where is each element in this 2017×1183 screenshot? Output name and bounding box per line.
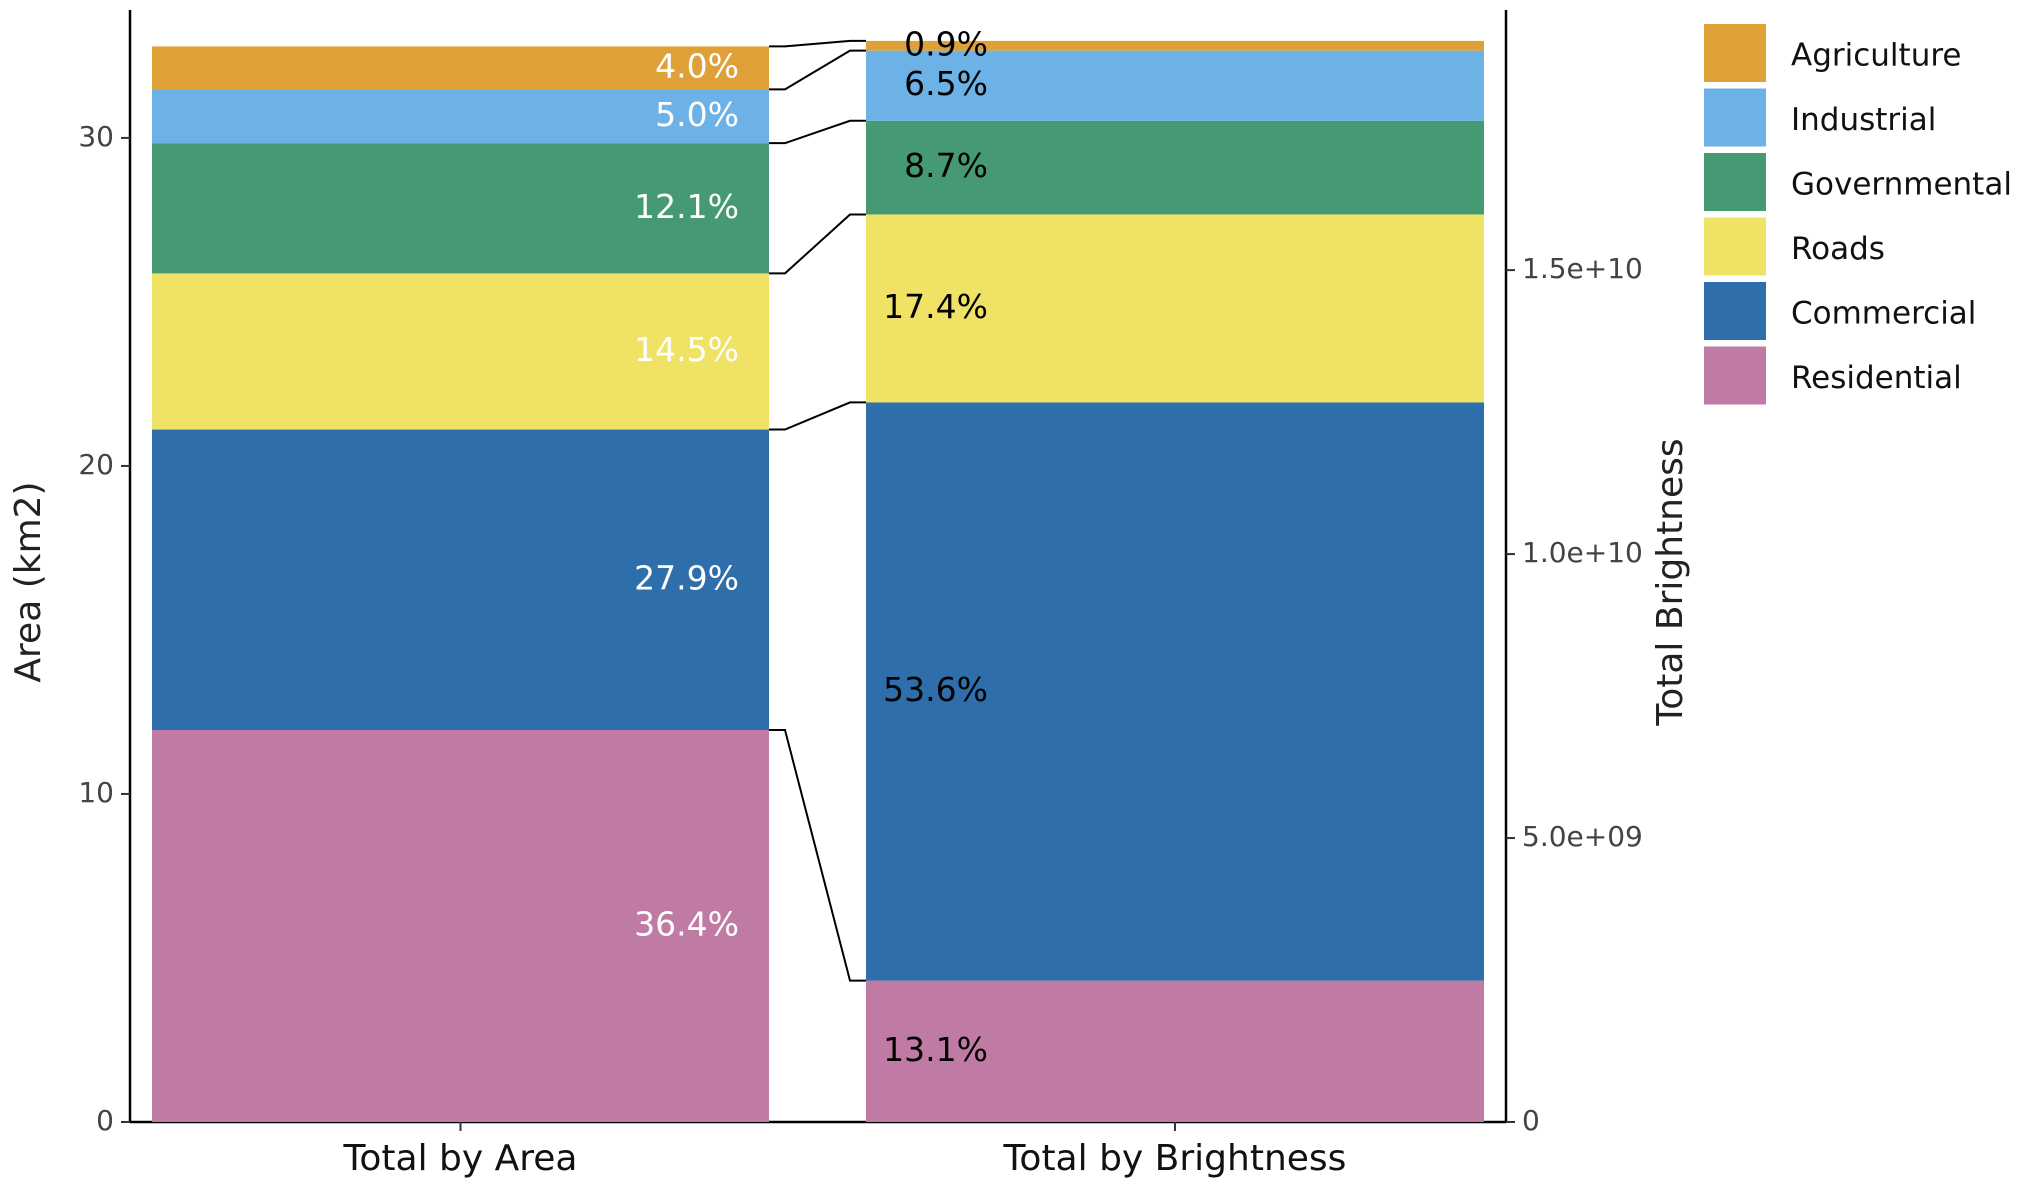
- data-label: 0.9%: [904, 24, 988, 63]
- data-label: 36.4%: [634, 905, 739, 944]
- data-label: 53.6%: [883, 670, 988, 709]
- bar-segment: [152, 46, 769, 90]
- data-label: 4.0%: [655, 46, 739, 85]
- legend-label: Agriculture: [1791, 38, 1962, 74]
- bar-segment: [152, 273, 769, 430]
- legend-label: Roads: [1791, 231, 1885, 267]
- bar-segment: [866, 214, 1484, 403]
- legend-label: Residential: [1791, 360, 1962, 396]
- y2-axis-title: Total Brightness: [1650, 438, 1691, 726]
- connector: [769, 49, 866, 91]
- x-tick-label: Total by Area: [343, 1138, 578, 1179]
- connector: [769, 213, 866, 275]
- connector: [769, 729, 866, 982]
- y2-tick-label: 1.5e+10: [1522, 252, 1643, 285]
- data-label: 12.1%: [634, 187, 739, 226]
- bar-segment: [152, 143, 769, 274]
- bar-segment: [152, 89, 769, 144]
- y-tick-label: 20: [78, 448, 114, 481]
- legend-swatch: [1704, 88, 1766, 147]
- bar-segment: [866, 50, 1484, 121]
- y-axis-title: Area (km2): [8, 481, 49, 682]
- bar-segment: [152, 429, 769, 731]
- bar-segment: [866, 40, 1484, 51]
- legend-label: Industrial: [1791, 102, 1936, 138]
- legend-swatch: [1704, 282, 1766, 340]
- bar-segment: [866, 980, 1484, 1122]
- y-tick-label: 10: [78, 776, 114, 809]
- connector: [769, 39, 866, 48]
- legend-swatch: [1704, 153, 1766, 211]
- bar-segment: [866, 402, 1484, 981]
- legend-swatch: [1704, 217, 1766, 276]
- legend-swatch: [1704, 346, 1766, 405]
- data-label: 27.9%: [634, 558, 739, 597]
- connector: [769, 119, 866, 145]
- y2-tick-label: 1.0e+10: [1522, 536, 1643, 569]
- y-tick-label: 0: [96, 1104, 114, 1137]
- legend-label: Governmental: [1791, 167, 2012, 203]
- bar-segment: [866, 120, 1484, 215]
- y-tick-label: 30: [78, 120, 114, 153]
- legend-swatch: [1704, 24, 1766, 82]
- data-label: 5.0%: [655, 95, 739, 134]
- data-label: 8.7%: [904, 146, 988, 185]
- legend-label: Commercial: [1791, 296, 1976, 332]
- data-label: 6.5%: [904, 64, 988, 103]
- connector: [769, 401, 866, 431]
- data-label: 14.5%: [634, 330, 739, 369]
- data-label: 13.1%: [883, 1030, 988, 1069]
- data-label: 17.4%: [883, 287, 988, 326]
- y2-tick-label: 0: [1522, 1104, 1540, 1137]
- bar-segment: [152, 730, 769, 1122]
- x-tick-label: Total by Brightness: [1003, 1138, 1347, 1179]
- y2-tick-label: 5.0e+09: [1522, 820, 1643, 853]
